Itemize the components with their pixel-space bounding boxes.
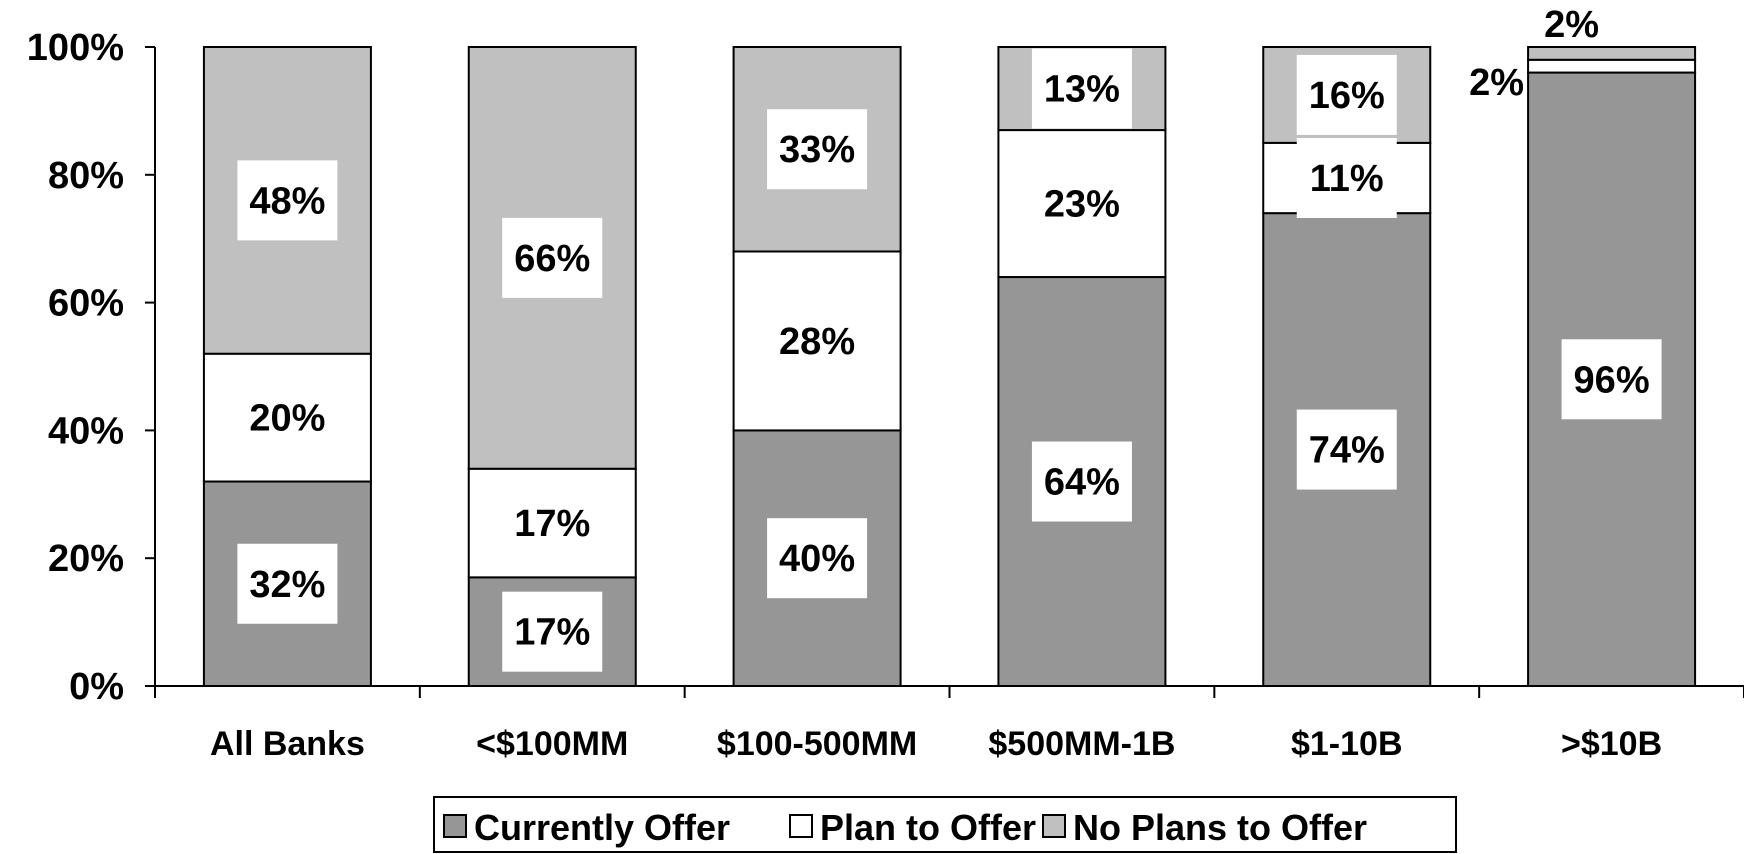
value-labels: 32% 20% 48% 17% 17% 66% 40% 28% 33% 64% 23% 13% 74% 1… xyxy=(237,4,1662,672)
data-label-box xyxy=(502,483,603,564)
y-tick-label: 60% xyxy=(48,283,124,325)
data-label-box xyxy=(237,160,338,241)
data-label-box xyxy=(1031,48,1132,129)
y-tick-label: 100% xyxy=(27,27,124,69)
y-tick-label: 0% xyxy=(69,666,124,708)
data-label-box xyxy=(1296,409,1397,490)
data-label: 74% xyxy=(1309,430,1385,472)
data-label: 66% xyxy=(514,238,590,280)
legend-swatch-currently-offer xyxy=(443,814,467,838)
data-label: 40% xyxy=(779,538,855,580)
data-label-box xyxy=(767,300,868,381)
legend-label: No Plans to Offer xyxy=(1073,807,1367,848)
data-label: 64% xyxy=(1044,462,1120,504)
data-label-box xyxy=(1561,339,1662,420)
data-label: 48% xyxy=(249,180,325,222)
legend-box xyxy=(433,796,1457,853)
data-label-box xyxy=(1031,163,1132,244)
data-label: 16% xyxy=(1309,75,1385,117)
data-label: 33% xyxy=(779,129,855,171)
legend: Currently Offer Plan to Offer No Plans to … xyxy=(433,796,1457,853)
data-label-box xyxy=(237,377,338,458)
legend-label: Plan to Offer xyxy=(820,807,1036,848)
data-label-box xyxy=(1031,441,1132,522)
data-label-box xyxy=(502,217,603,298)
data-label: 2% xyxy=(1544,4,1599,46)
legend-swatch-plan-to-offer xyxy=(789,814,813,838)
data-label-box xyxy=(767,109,868,190)
data-label: 23% xyxy=(1044,184,1120,226)
bar-no-plans-to-offer xyxy=(1527,46,1697,61)
data-label: 13% xyxy=(1044,69,1120,111)
y-tick-label: 20% xyxy=(48,538,124,580)
legend-swatch-no-plans-to-offer xyxy=(1042,814,1066,838)
x-tick-label: <$100MM xyxy=(476,725,628,763)
data-label: 17% xyxy=(514,503,590,545)
y-tick-label: 40% xyxy=(48,410,124,452)
data-label: 28% xyxy=(779,321,855,363)
bars xyxy=(202,46,1697,687)
data-label: 17% xyxy=(514,612,590,654)
data-label-box xyxy=(1296,54,1397,135)
x-tick-label: $1-10B xyxy=(1291,725,1403,763)
data-label-box xyxy=(767,518,868,599)
x-tick-label: All Banks xyxy=(210,725,365,763)
legend-label: Currently Offer xyxy=(474,807,730,848)
x-tick-label: >$10B xyxy=(1561,725,1662,763)
data-label-box xyxy=(237,543,338,624)
data-label: 11% xyxy=(1310,158,1384,200)
y-tick-label: 80% xyxy=(48,155,124,197)
axes: 0% 20% 40% 60% 80% 100% All Banks <$100MM $100-5… xyxy=(27,27,1744,763)
data-label: 96% xyxy=(1574,359,1650,401)
data-label: 2% xyxy=(1469,62,1524,104)
data-label: 32% xyxy=(249,564,325,606)
bar-plan-to-offer xyxy=(1527,58,1697,74)
x-tick-label: $100-500MM xyxy=(717,725,917,763)
data-label-box xyxy=(1296,137,1397,218)
data-label-box xyxy=(502,591,603,672)
data-label: 20% xyxy=(249,398,325,440)
x-tick-label: $500MM-1B xyxy=(988,725,1175,763)
